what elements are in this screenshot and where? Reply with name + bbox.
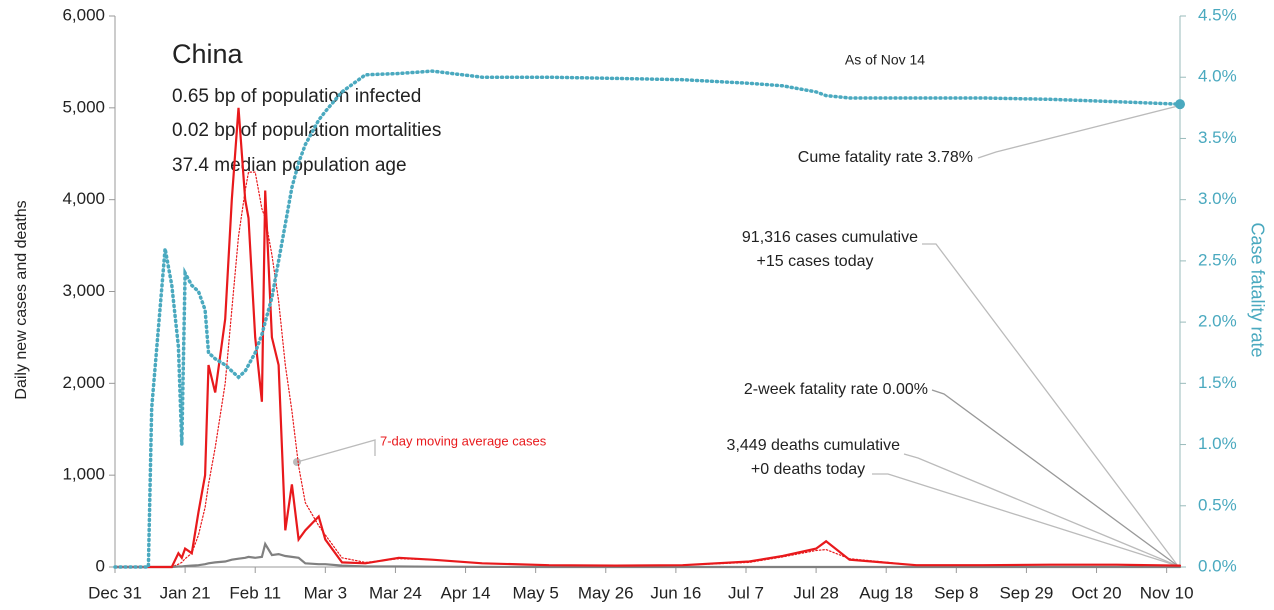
annotation: 3,449 deaths cumulative bbox=[727, 437, 901, 454]
annotation: 2-week fatality rate 0.00% bbox=[744, 381, 928, 398]
annotation: 7-day moving average cases bbox=[380, 433, 547, 448]
x-tick-label: Jun 16 bbox=[650, 583, 701, 602]
leader-line bbox=[922, 243, 1179, 567]
x-tick-label: Jul 28 bbox=[793, 583, 838, 602]
subtitle: 37.4 median population age bbox=[172, 155, 407, 176]
x-tick-label: Aug 18 bbox=[859, 583, 913, 602]
series-line bbox=[113, 107, 1182, 569]
leader-line bbox=[931, 389, 1179, 567]
leader-dot bbox=[293, 458, 301, 466]
y-tick-label: 4,000 bbox=[62, 189, 105, 208]
x-tick-label: Jan 21 bbox=[160, 583, 211, 602]
y-tick-label: 2,000 bbox=[62, 373, 105, 392]
leader-lines bbox=[293, 105, 1179, 567]
series-line bbox=[113, 541, 1182, 569]
x-tick-label: Jul 7 bbox=[728, 583, 764, 602]
y2-tick-label: 4.0% bbox=[1198, 67, 1237, 86]
y-tick-label: 5,000 bbox=[62, 97, 105, 116]
y2-tick-label: 2.0% bbox=[1198, 312, 1237, 331]
y2-tick-label: 1.5% bbox=[1198, 373, 1237, 392]
y2-tick-label: 4.5% bbox=[1198, 5, 1237, 24]
x-tick-label: May 26 bbox=[578, 583, 634, 602]
y2-tick-label: 0.5% bbox=[1198, 495, 1237, 514]
y2-tick-label: 1.0% bbox=[1198, 434, 1237, 453]
x-tick-label: May 5 bbox=[513, 583, 559, 602]
y-tick-label: 0 bbox=[96, 556, 105, 575]
x-tick-label: Oct 20 bbox=[1071, 583, 1121, 602]
x-tick-label: Dec 31 bbox=[88, 583, 142, 602]
chart-title: China bbox=[172, 39, 244, 69]
annotation: Cume fatality rate 3.78% bbox=[798, 149, 973, 166]
leader-line bbox=[872, 473, 1179, 567]
leader-line bbox=[977, 105, 1179, 159]
y2-tick-label: 3.5% bbox=[1198, 128, 1237, 147]
y-tick-label: 6,000 bbox=[62, 5, 105, 24]
x-tick-label: Mar 24 bbox=[369, 583, 422, 602]
annotation: +0 deaths today bbox=[751, 461, 865, 478]
series-line bbox=[113, 69, 1182, 569]
x-tick-label: Sep 29 bbox=[999, 583, 1053, 602]
annotation: 91,316 cases cumulative bbox=[742, 229, 918, 246]
y2-tick-label: 2.5% bbox=[1198, 250, 1237, 269]
end-marker bbox=[1175, 99, 1185, 110]
annotation: +15 cases today bbox=[757, 253, 874, 270]
leader-line bbox=[296, 439, 376, 463]
x-tick-label: Mar 3 bbox=[304, 583, 347, 602]
y2-axis-label: Case fatality rate bbox=[1247, 222, 1267, 357]
x-tick-label: Feb 11 bbox=[229, 583, 281, 602]
series-line bbox=[114, 171, 1181, 568]
x-tick-label: Sep 8 bbox=[934, 583, 978, 602]
x-tick-label: Apr 14 bbox=[441, 583, 491, 602]
y2-tick-label: 0.0% bbox=[1198, 556, 1237, 575]
subtitle: 0.02 bp of population mortalities bbox=[172, 120, 441, 141]
x-tick-label: Nov 10 bbox=[1140, 583, 1194, 602]
leader-line bbox=[903, 453, 1179, 567]
as-of: As of Nov 14 bbox=[845, 52, 925, 68]
y-tick-label: 3,000 bbox=[62, 281, 105, 300]
y-axis-label: Daily new cases and deaths bbox=[13, 200, 30, 399]
subtitle: 0.65 bp of population infected bbox=[172, 86, 421, 107]
y2-tick-label: 3.0% bbox=[1198, 189, 1237, 208]
y-tick-label: 1,000 bbox=[62, 465, 105, 484]
